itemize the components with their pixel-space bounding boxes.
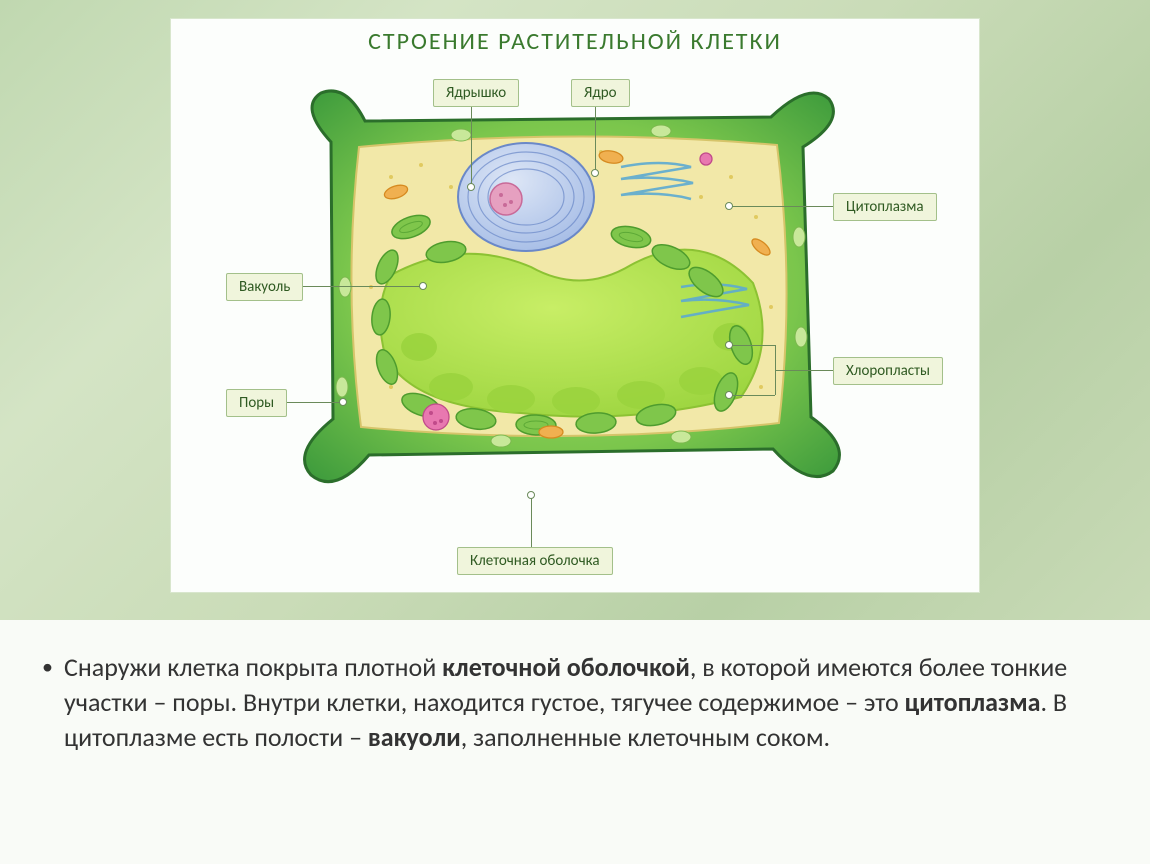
leader-vacuole: [301, 286, 421, 287]
leader-dot: [725, 341, 733, 349]
leader-dot: [419, 282, 427, 290]
label-pores: Поры: [226, 389, 287, 417]
cell-illustration: [301, 87, 851, 507]
leader-dot: [725, 391, 733, 399]
leader-nucleus: [595, 105, 596, 171]
label-chloroplasts: Хлоропласты: [833, 357, 943, 385]
leader-dot: [725, 202, 733, 210]
leader-dot: [527, 491, 535, 499]
leader-dot: [339, 398, 347, 406]
cell-svg: [301, 87, 841, 487]
diagram-title: СТРОЕНИЕ РАСТИТЕЛЬНОЙ КЛЕТКИ: [171, 19, 979, 56]
diagram-region: СТРОЕНИЕ РАСТИТЕЛЬНОЙ КЛЕТКИ Ядрышко Ядр…: [0, 0, 1150, 620]
leader-chloroplasts: [775, 370, 833, 371]
leader-chloroplasts-v: [775, 345, 776, 395]
label-nucleolus: Ядрышко: [433, 79, 519, 107]
leader-chloroplasts-b: [731, 395, 775, 396]
leader-dot: [591, 169, 599, 177]
diagram-frame: СТРОЕНИЕ РАСТИТЕЛЬНОЙ КЛЕТКИ Ядрышко Ядр…: [170, 18, 980, 593]
caption-bullet: Снаружи клетка покрыта плотной клеточной…: [36, 650, 1114, 755]
caption-block: Снаружи клетка покрыта плотной клеточной…: [0, 620, 1150, 755]
leader-membrane: [531, 497, 532, 547]
label-cytoplasm: Цитоплазма: [833, 193, 937, 221]
leader-pores: [285, 402, 341, 403]
leader-dot: [467, 183, 475, 191]
leader-nucleolus: [471, 105, 472, 185]
label-vacuole: Вакуоль: [226, 273, 303, 301]
label-cell-membrane: Клеточная оболочка: [457, 547, 613, 575]
label-nucleus: Ядро: [571, 79, 630, 107]
leader-cytoplasm: [731, 206, 833, 207]
leader-chloroplasts-a: [731, 345, 775, 346]
